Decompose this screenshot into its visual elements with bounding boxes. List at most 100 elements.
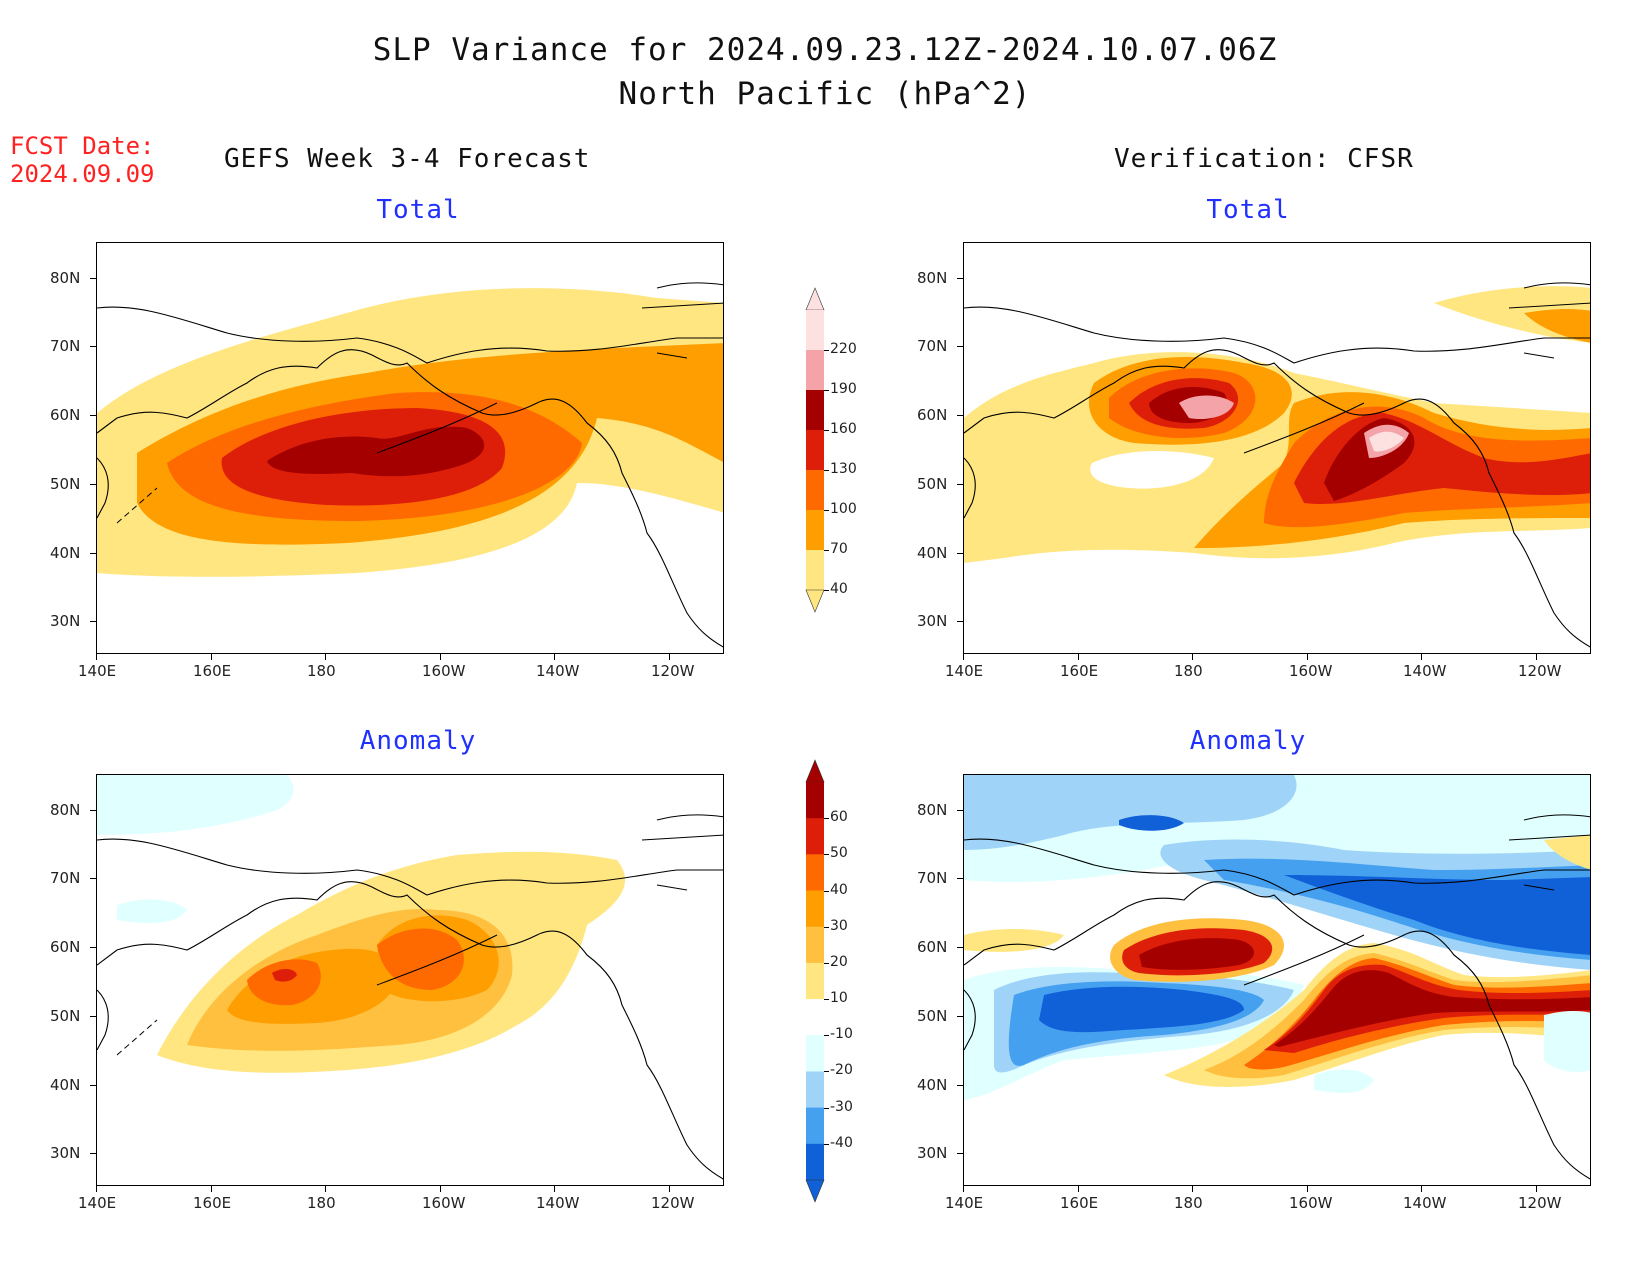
lon-tick-label: 140E	[945, 1194, 984, 1212]
lat-tick-label: 30N	[50, 612, 81, 630]
colorbar-level-label: -20	[830, 1062, 853, 1079]
lon-tick-mark	[211, 654, 212, 660]
lat-tick-mark	[957, 878, 963, 879]
colorbar-segment	[806, 350, 824, 391]
colorbar-segment	[806, 310, 824, 351]
colorbar-level-label: 40	[830, 881, 848, 898]
colorbar-segment	[806, 854, 824, 892]
lon-tick-label: 160E	[1060, 1194, 1099, 1212]
lat-tick-label: 50N	[50, 475, 81, 493]
cbar-total-svg	[805, 287, 825, 613]
colorbar-level-label: 10	[830, 990, 848, 1007]
lon-tick-label: 140E	[78, 1194, 117, 1212]
lat-tick-mark	[90, 947, 96, 948]
lon-tick-label: 160W	[422, 1194, 466, 1212]
map-verification-anomaly	[963, 774, 1591, 1186]
colorbar-tick	[824, 430, 829, 431]
panel-label-forecast-total: Total	[376, 195, 460, 225]
map-forecast-total	[96, 242, 724, 654]
colorbar-segment	[806, 550, 824, 591]
colorbar-tick	[824, 1071, 829, 1073]
lat-tick-label: 40N	[50, 544, 81, 562]
lon-tick-mark	[325, 1186, 326, 1192]
colorbar-level-label: -10	[830, 1026, 853, 1043]
colorbar-bottom-arrow	[805, 589, 825, 613]
colorbar-anomaly: 60 50 40 30 20 10 -10 -20 -30 -40	[805, 759, 853, 1203]
lon-tick-mark	[554, 654, 555, 660]
map-forecast-anomaly	[96, 774, 724, 1186]
verification-anomaly-field	[964, 775, 1590, 1100]
lon-tick-label: 160E	[193, 662, 232, 680]
lon-tick-label: 120W	[651, 1194, 695, 1212]
lat-tick-label: 40N	[917, 544, 948, 562]
lat-tick-mark	[90, 415, 96, 416]
lat-tick-label: 50N	[917, 475, 948, 493]
colorbar-segment	[806, 390, 824, 431]
lat-tick-label: 40N	[917, 1076, 948, 1094]
lat-tick-label: 30N	[917, 612, 948, 630]
colorbar-level-label: 40	[830, 581, 848, 597]
lat-tick-label: 50N	[917, 1007, 948, 1025]
colorbar-segment	[806, 926, 824, 964]
lat-tick-label: 80N	[50, 801, 81, 819]
colorbar-tick	[824, 854, 829, 856]
lat-tick-label: 70N	[917, 869, 948, 887]
lon-tick-mark	[1307, 654, 1308, 660]
colorbar-level-label: -40	[830, 1134, 853, 1151]
lat-tick-mark	[957, 1153, 963, 1154]
lon-tick-label: 140W	[1403, 1194, 1447, 1212]
lat-tick-label: 60N	[917, 406, 948, 424]
lon-tick-label: 180	[307, 662, 336, 680]
forecast-anomaly-field	[97, 775, 626, 1073]
colorbar-tick	[824, 590, 829, 591]
map-verification-total	[963, 242, 1591, 654]
colorbar-level-label: 20	[830, 953, 848, 970]
lon-tick-label: 160W	[1289, 1194, 1333, 1212]
lat-tick-label: 30N	[50, 1144, 81, 1162]
lon-tick-label: 160E	[193, 1194, 232, 1212]
lon-tick-label: 180	[307, 1194, 336, 1212]
colorbar-tick	[824, 510, 829, 511]
lat-tick-mark	[90, 484, 96, 485]
colorbar-tick	[824, 1035, 829, 1037]
lat-tick-label: 40N	[50, 1076, 81, 1094]
lon-tick-label: 140W	[1403, 662, 1447, 680]
lon-tick-mark	[1307, 1186, 1308, 1192]
lat-tick-mark	[957, 1085, 963, 1086]
colorbar-tick	[824, 470, 829, 471]
lat-tick-label: 70N	[50, 869, 81, 887]
colorbar-tick	[824, 926, 829, 928]
colorbar-tick	[824, 999, 829, 1001]
lat-tick-mark	[957, 484, 963, 485]
colorbar-total: 220 190 160 130 100 70 40	[805, 287, 857, 613]
coastline-outline	[97, 282, 723, 648]
lat-tick-mark	[957, 810, 963, 811]
colorbar-tick	[824, 1143, 829, 1145]
colorbar-top-arrow	[805, 287, 825, 311]
lon-tick-mark	[669, 654, 670, 660]
lon-tick-label: 120W	[651, 662, 695, 680]
colorbar-segment	[806, 510, 824, 551]
colorbar-level-label: 60	[830, 809, 848, 826]
lat-tick-label: 60N	[917, 938, 948, 956]
panel-label-verification-total: Total	[1206, 195, 1290, 225]
lon-tick-label: 180	[1174, 1194, 1203, 1212]
lon-tick-mark	[554, 1186, 555, 1192]
colorbar-segment	[806, 1071, 824, 1109]
lat-tick-label: 70N	[50, 337, 81, 355]
lat-tick-mark	[90, 810, 96, 811]
lat-tick-mark	[90, 278, 96, 279]
lon-tick-mark	[440, 654, 441, 660]
colorbar-level-label: 130	[830, 461, 857, 477]
lon-tick-mark	[325, 654, 326, 660]
coastline-outline	[97, 814, 723, 1180]
lat-tick-label: 80N	[917, 269, 948, 287]
right-column-header: Verification: CFSR	[1114, 144, 1414, 174]
lat-tick-mark	[90, 553, 96, 554]
lat-tick-mark	[90, 621, 96, 622]
lon-tick-mark	[96, 1186, 97, 1192]
colorbar-level-label: 220	[830, 341, 857, 357]
lat-tick-label: 60N	[50, 406, 81, 424]
lat-tick-mark	[90, 1085, 96, 1086]
lat-tick-mark	[957, 346, 963, 347]
